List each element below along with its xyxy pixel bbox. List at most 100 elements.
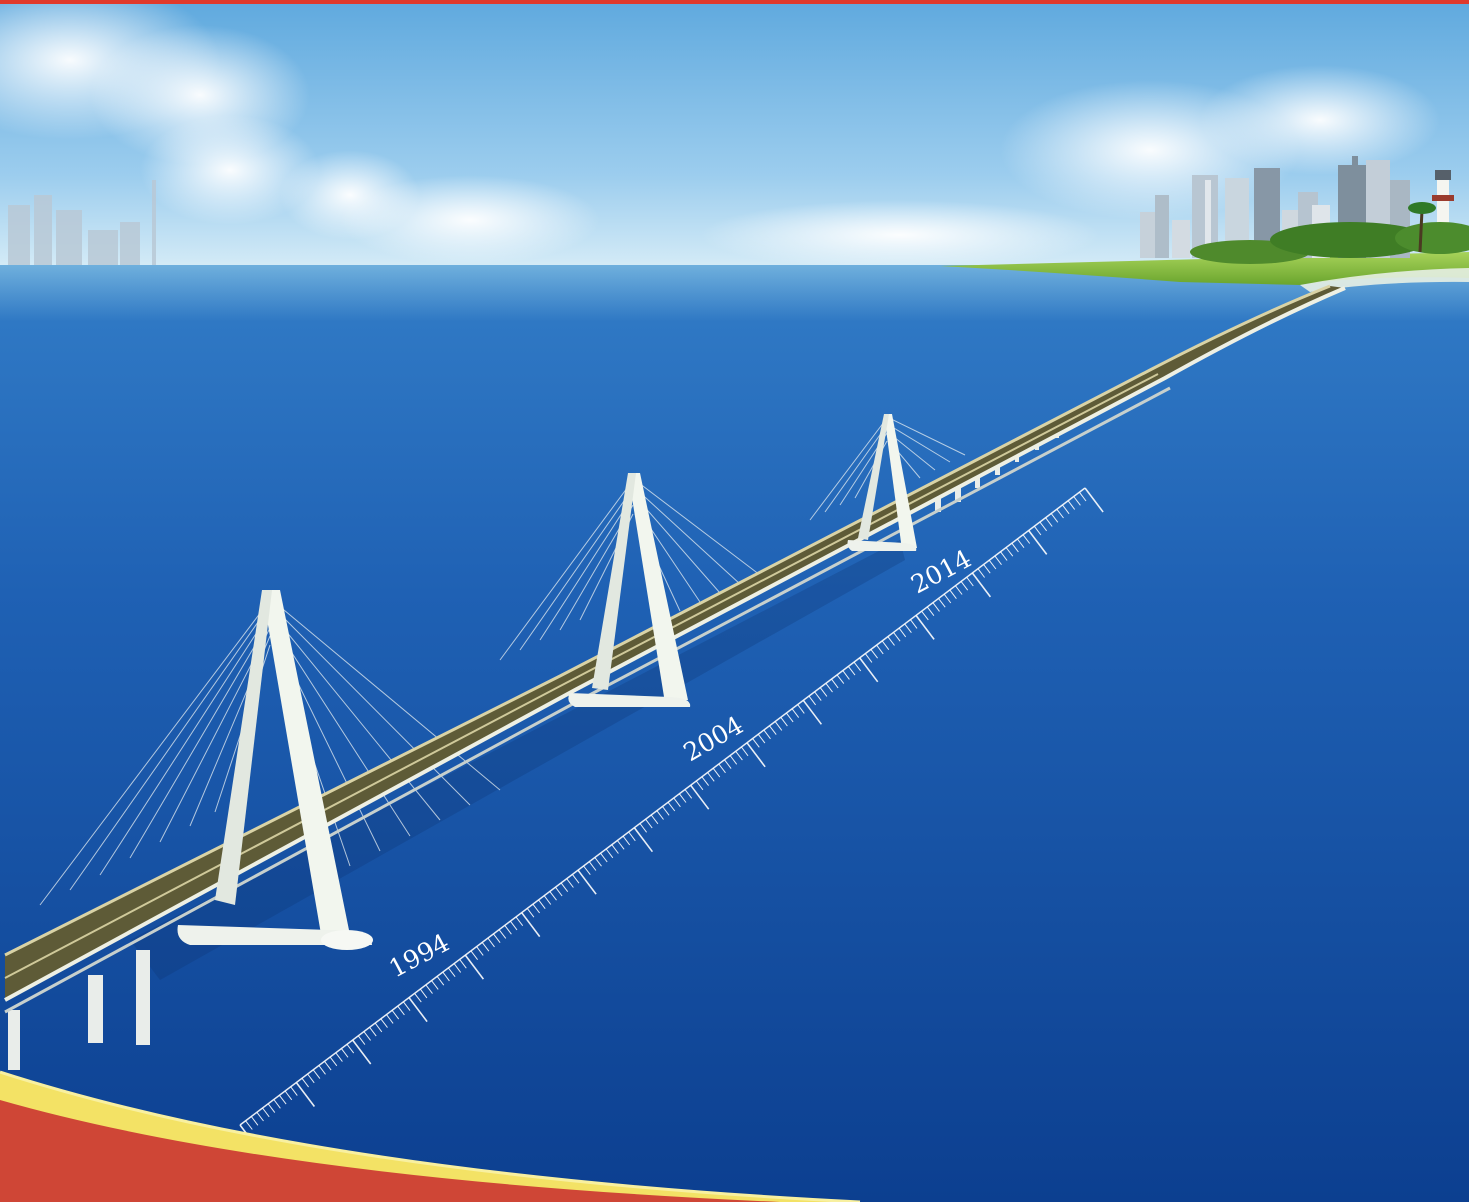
ruler-minor-tick (583, 865, 591, 876)
ruler-major-tick (408, 997, 428, 1023)
ruler-major-tick (464, 954, 485, 980)
ruler-minor-tick (960, 581, 969, 591)
ruler-minor-tick (791, 708, 800, 718)
ruler-minor-tick (679, 793, 687, 803)
ruler-minor-tick (250, 1116, 259, 1126)
ruler-minor-tick (848, 666, 856, 676)
ruler-minor-tick (459, 959, 467, 969)
ruler-minor-tick (955, 585, 963, 595)
ruler-minor-tick (741, 746, 749, 757)
ruler-minor-tick (763, 729, 771, 740)
ruler-minor-tick (267, 1103, 276, 1113)
ruler-minor-tick (712, 767, 721, 778)
ruler-minor-tick (881, 640, 890, 651)
ruler-minor-tick (256, 1111, 264, 1122)
ruler-major-tick (971, 572, 992, 598)
ruler-minor-tick (1050, 513, 1059, 523)
ruler-minor-tick (493, 933, 501, 944)
ruler-minor-tick (1079, 491, 1087, 502)
ruler-minor-tick (560, 882, 569, 893)
ruler-minor-tick (769, 725, 777, 735)
ruler-minor-tick (1033, 525, 1042, 536)
shore-land (940, 252, 1469, 285)
ruler-minor-tick (898, 627, 907, 638)
ruler-minor-tick (1011, 542, 1019, 553)
ruler-minor-tick (786, 712, 794, 723)
ruler-minor-tick (380, 1018, 388, 1028)
ruler-minor-tick (662, 806, 670, 816)
ruler-minor-tick (481, 942, 490, 952)
ruler-minor-tick (498, 929, 507, 939)
ruler-minor-tick (572, 874, 580, 884)
ruler-major-tick (802, 699, 823, 725)
ruler-minor-tick (831, 678, 839, 689)
ruler-minor-tick (470, 950, 479, 961)
ruler-minor-tick (1062, 504, 1070, 515)
ruler-minor-tick (329, 1056, 338, 1067)
ruler-minor-tick (864, 653, 873, 663)
ruler-minor-tick (707, 772, 715, 782)
ruler-major-tick (690, 784, 710, 810)
ruler-major-tick (915, 614, 935, 640)
ruler-minor-tick (594, 857, 602, 867)
ruler-minor-tick (397, 1005, 405, 1016)
ruler-minor-tick (476, 946, 484, 956)
ruler-minor-tick (724, 759, 732, 769)
ruler-minor-tick (588, 861, 597, 871)
pylon-2 (568, 473, 691, 707)
ruler-minor-tick (402, 1001, 411, 1011)
left-skyline (8, 180, 156, 265)
ruler-minor-tick (1073, 496, 1081, 506)
ruler-major-tick (1084, 487, 1104, 513)
ruler-minor-tick (774, 721, 783, 731)
ruler-minor-tick (324, 1061, 332, 1071)
ruler-minor-tick (814, 691, 822, 701)
ruler-minor-tick (645, 818, 653, 829)
ruler-minor-tick (628, 831, 636, 842)
timeline-ruler (239, 487, 1104, 1150)
ruler-minor-tick (622, 835, 631, 846)
ruler-minor-tick (1017, 538, 1025, 549)
ruler-minor-tick (605, 848, 614, 859)
ruler-minor-tick (870, 649, 878, 659)
ruler-minor-tick (279, 1094, 287, 1105)
ruler-minor-tick (617, 840, 625, 850)
ruler-minor-tick (312, 1069, 321, 1079)
pylon-1 (177, 590, 373, 950)
ruler-minor-tick (808, 695, 816, 706)
ruler-major-tick (577, 869, 597, 895)
ruler-minor-tick (419, 988, 428, 999)
ruler-minor-tick (667, 801, 676, 812)
ruler-major-tick (859, 657, 879, 683)
ruler-minor-tick (673, 797, 681, 808)
ruler-minor-tick (357, 1035, 366, 1045)
ruler-minor-tick (386, 1014, 394, 1024)
ruler-minor-tick (988, 559, 997, 570)
ruler-minor-tick (273, 1099, 281, 1109)
ruler-minor-tick (825, 682, 833, 693)
ruler-minor-tick (543, 895, 552, 905)
ruler-minor-tick (893, 632, 901, 642)
ruler-minor-tick (650, 814, 659, 825)
ruler-minor-tick (284, 1090, 293, 1101)
ruler-minor-tick (876, 644, 884, 655)
ruler-minor-tick (752, 738, 760, 748)
ruler-minor-tick (639, 823, 647, 833)
ruler-minor-tick (341, 1048, 349, 1058)
ruler-major-tick (521, 912, 541, 938)
ruler-minor-tick (245, 1120, 253, 1130)
ruler-minor-tick (966, 576, 974, 587)
ruler-minor-tick (780, 716, 788, 727)
ruler-minor-tick (515, 916, 524, 927)
ruler-minor-tick (853, 661, 862, 672)
ruler-minor-tick (1045, 517, 1053, 527)
ruler-minor-tick (436, 976, 445, 986)
ruler-minor-tick (797, 704, 805, 714)
ruler-major-tick (352, 1039, 372, 1065)
ruler-minor-tick (938, 598, 946, 608)
ruler-minor-tick (600, 852, 608, 863)
ruler-minor-tick (904, 623, 912, 634)
ruler-minor-tick (374, 1022, 383, 1033)
ruler-minor-tick (425, 984, 433, 994)
